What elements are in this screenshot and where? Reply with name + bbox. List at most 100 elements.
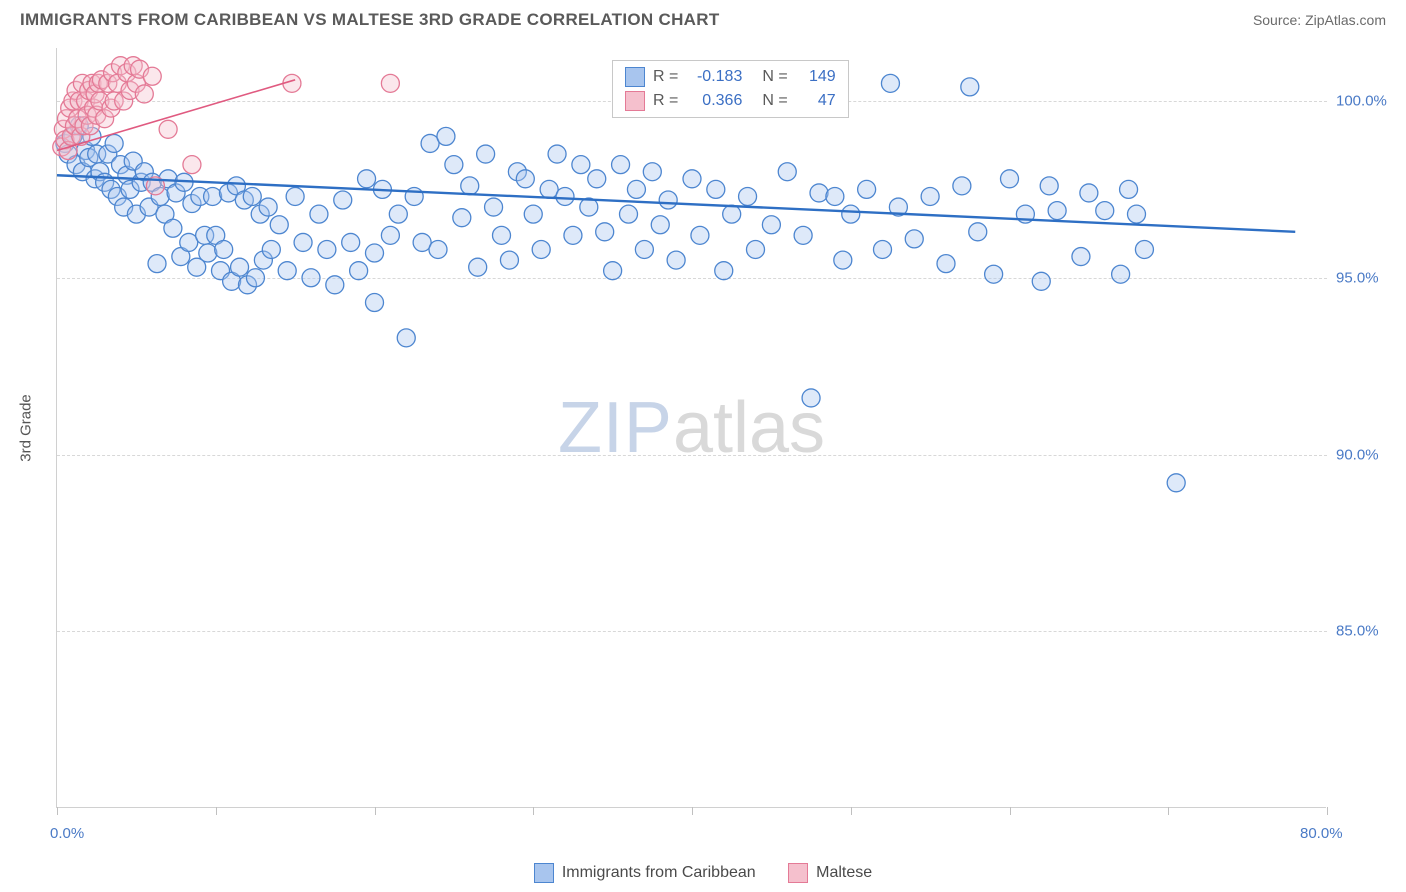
data-point <box>493 226 511 244</box>
data-point <box>286 187 304 205</box>
y-tick-label: 100.0% <box>1336 93 1387 110</box>
y-tick-label: 85.0% <box>1336 623 1379 640</box>
data-point <box>564 226 582 244</box>
data-point <box>1040 177 1058 195</box>
data-point <box>342 233 360 251</box>
data-point <box>620 205 638 223</box>
data-point <box>747 240 765 258</box>
legend-item-1: Immigrants from Caribbean <box>534 863 756 883</box>
data-point <box>881 74 899 92</box>
data-point <box>215 240 233 258</box>
data-point <box>1112 265 1130 283</box>
data-point <box>810 184 828 202</box>
data-point <box>524 205 542 223</box>
data-point <box>461 177 479 195</box>
x-axis-max-label: 80.0% <box>1300 825 1343 842</box>
legend-label-2: Maltese <box>816 864 872 882</box>
data-point <box>826 187 844 205</box>
data-point <box>572 156 590 174</box>
x-tick <box>1168 807 1169 815</box>
data-point <box>318 240 336 258</box>
data-point <box>1080 184 1098 202</box>
data-point <box>270 216 288 234</box>
legend-item-2: Maltese <box>788 863 872 883</box>
stats-row-2: R = 0.366 N = 47 <box>625 89 836 113</box>
data-point <box>612 156 630 174</box>
data-point <box>1128 205 1146 223</box>
y-tick-label: 90.0% <box>1336 446 1379 463</box>
data-point <box>715 262 733 280</box>
stat-n-value-1: 149 <box>796 65 836 89</box>
data-point <box>683 170 701 188</box>
data-point <box>183 156 201 174</box>
data-point <box>159 120 177 138</box>
data-point <box>659 191 677 209</box>
data-point <box>667 251 685 269</box>
data-point <box>1135 240 1153 258</box>
data-point <box>302 269 320 287</box>
x-tick <box>851 807 852 815</box>
data-point <box>961 78 979 96</box>
data-point <box>969 223 987 241</box>
x-tick <box>1327 807 1328 815</box>
data-point <box>294 233 312 251</box>
data-point <box>397 329 415 347</box>
x-tick <box>1010 807 1011 815</box>
legend-label-1: Immigrants from Caribbean <box>562 864 756 882</box>
stat-r-label: R = <box>653 89 678 113</box>
data-point <box>762 216 780 234</box>
data-point <box>905 230 923 248</box>
data-point <box>643 163 661 181</box>
data-point <box>858 180 876 198</box>
x-axis-min-label: 0.0% <box>50 825 84 842</box>
data-point <box>651 216 669 234</box>
data-point <box>350 262 368 280</box>
data-point <box>604 262 622 280</box>
data-point <box>485 198 503 216</box>
chart-area: ZIPatlas R = -0.183 N = 149 R = 0.366 N … <box>56 48 1326 808</box>
data-point <box>691 226 709 244</box>
data-point <box>310 205 328 223</box>
stat-r-value-2: 0.366 <box>686 89 742 113</box>
data-point <box>1167 474 1185 492</box>
y-tick-label: 95.0% <box>1336 269 1379 286</box>
data-point <box>1096 202 1114 220</box>
plot-area: ZIPatlas R = -0.183 N = 149 R = 0.366 N … <box>56 48 1326 808</box>
data-point <box>794 226 812 244</box>
data-point <box>635 240 653 258</box>
data-point <box>469 258 487 276</box>
data-point <box>358 170 376 188</box>
x-tick <box>216 807 217 815</box>
data-point <box>437 127 455 145</box>
data-point <box>532 240 550 258</box>
x-tick <box>533 807 534 815</box>
data-point <box>326 276 344 294</box>
data-point <box>834 251 852 269</box>
data-point <box>627 180 645 198</box>
stat-n-label: N = <box>762 89 787 113</box>
data-point <box>588 170 606 188</box>
data-point <box>1120 180 1138 198</box>
x-tick <box>692 807 693 815</box>
stats-row-1: R = -0.183 N = 149 <box>625 65 836 89</box>
data-point <box>500 251 518 269</box>
data-point <box>381 226 399 244</box>
data-point <box>429 240 447 258</box>
data-point <box>596 223 614 241</box>
series-swatch-2 <box>625 91 645 111</box>
data-point <box>723 205 741 223</box>
data-point <box>204 187 222 205</box>
data-point <box>445 156 463 174</box>
x-tick <box>57 807 58 815</box>
data-point <box>874 240 892 258</box>
scatter-plot <box>57 48 1327 808</box>
data-point <box>231 258 249 276</box>
data-point <box>707 180 725 198</box>
data-point <box>477 145 495 163</box>
data-point <box>148 255 166 273</box>
data-point <box>1072 248 1090 266</box>
data-point <box>105 134 123 152</box>
data-point <box>739 187 757 205</box>
data-point <box>366 294 384 312</box>
data-point <box>985 265 1003 283</box>
